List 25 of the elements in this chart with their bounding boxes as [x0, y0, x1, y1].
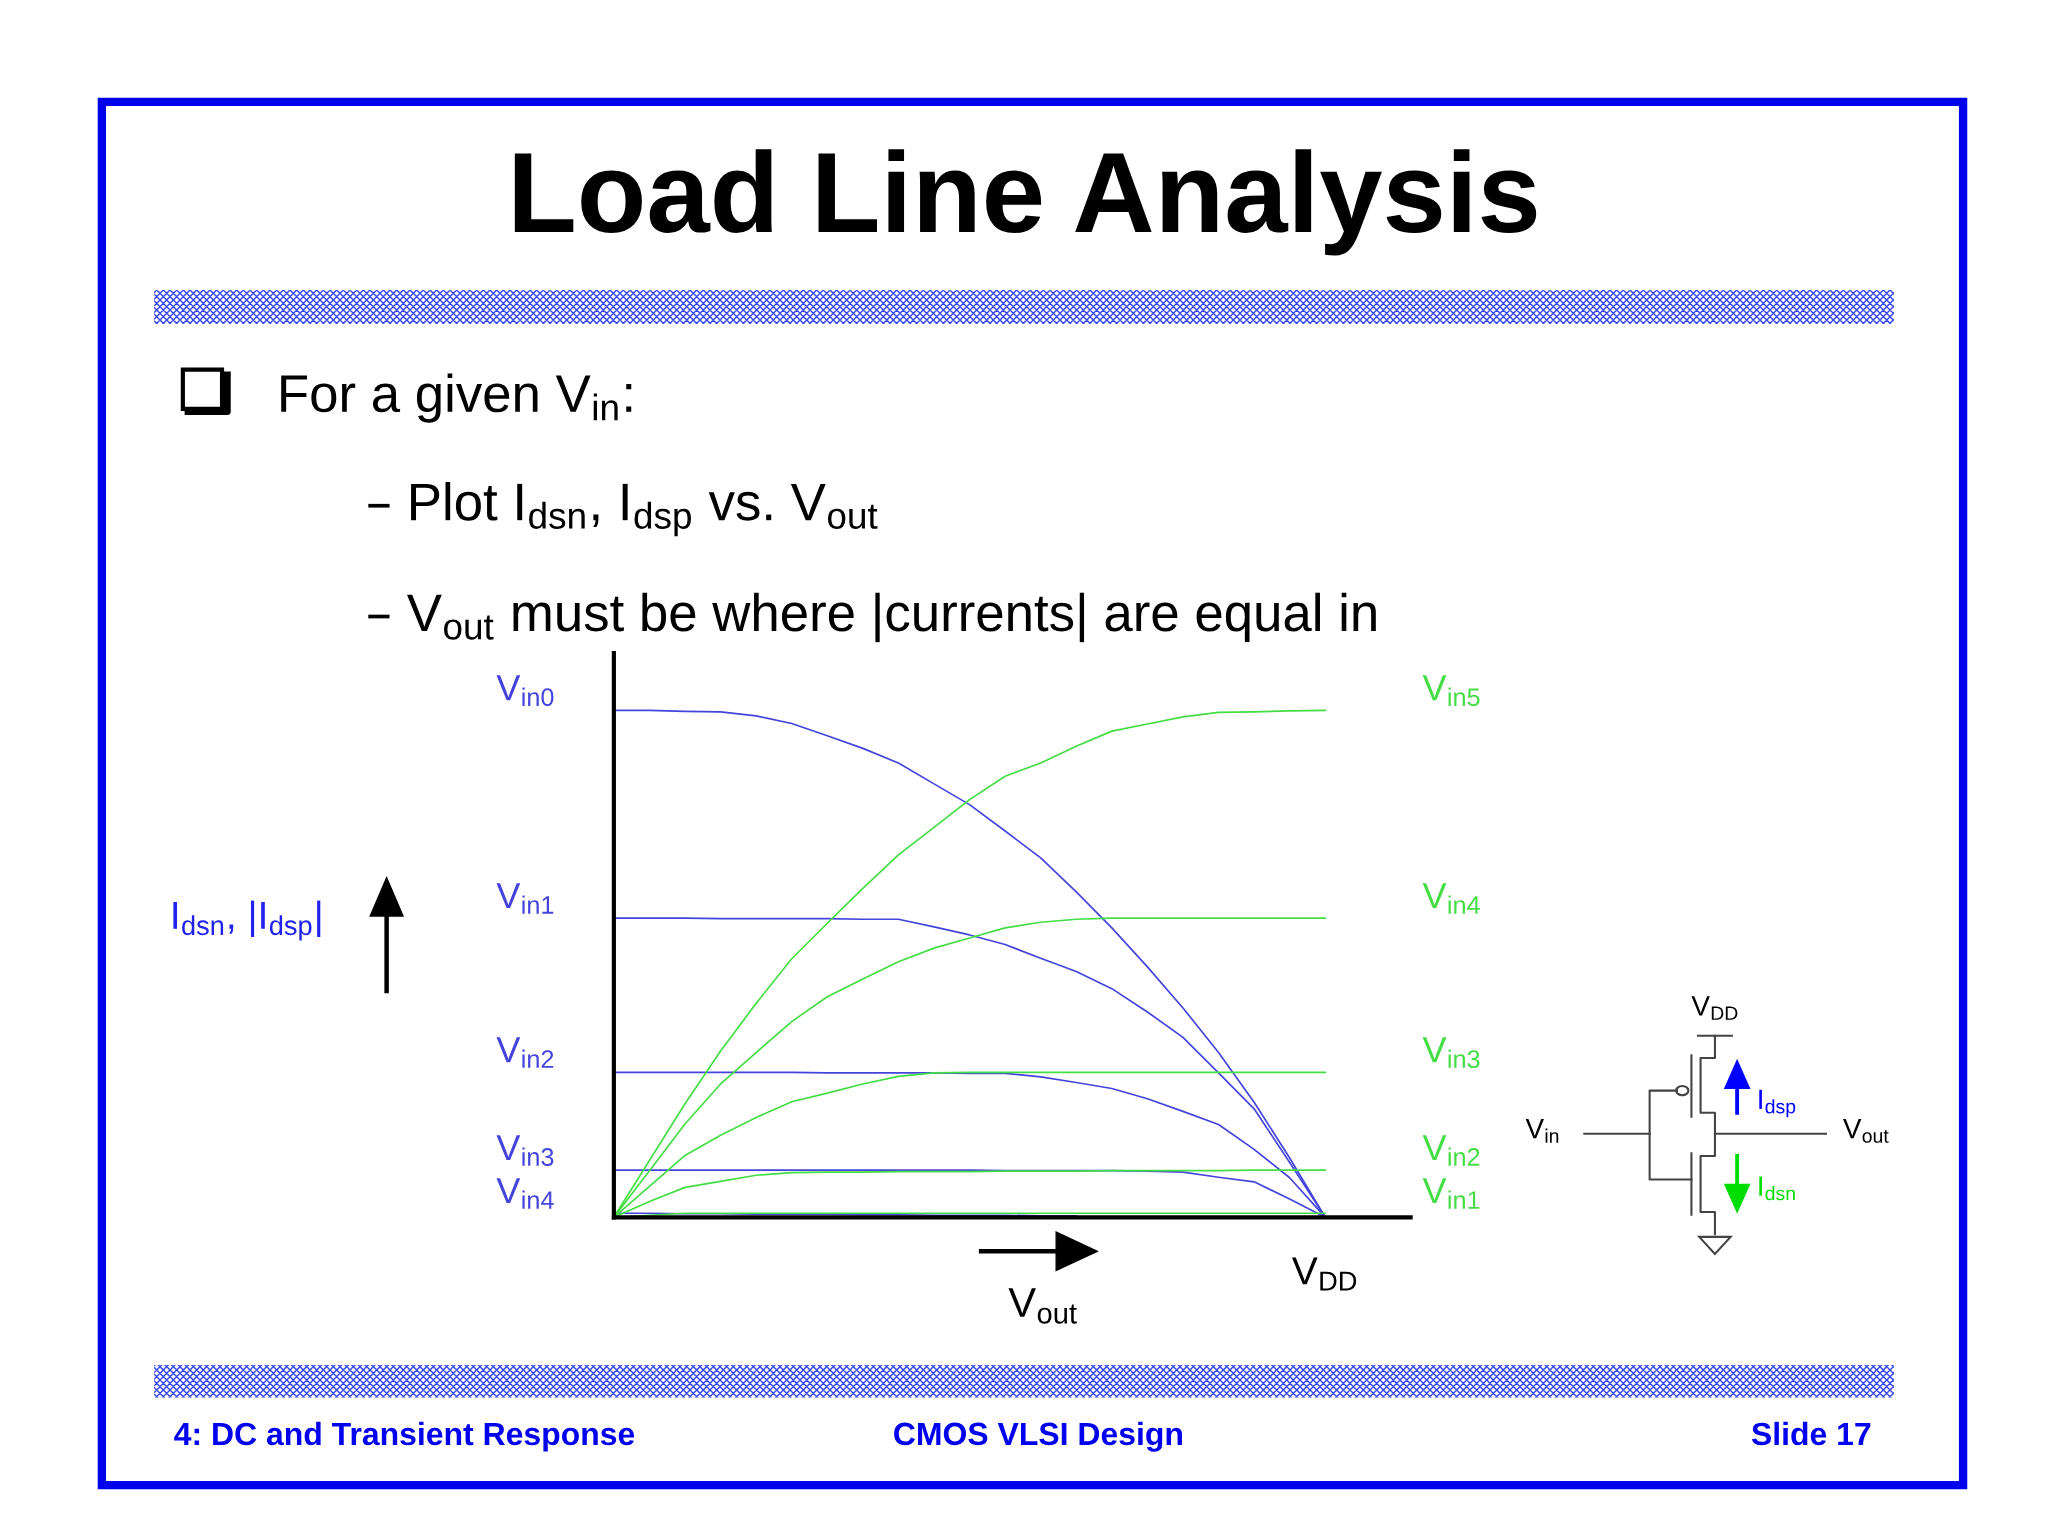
- text: For a given V$_{in}$:: [281, 373, 632, 423]
- text: I$_{dsn}$, |I$_{dsp}$|: [173, 900, 321, 941]
- text: V$_{out}$: [1843, 1119, 1889, 1143]
- text: Slide 17: [1751, 1421, 1871, 1446]
- series-label: V$_{in4}$: [496, 1178, 554, 1209]
- series-label: V$_{in0}$: [496, 675, 554, 707]
- text: V$_{in1}$: [1422, 1178, 1480, 1209]
- text: 4: DC and Transient Response: [174, 1421, 635, 1452]
- text: V$_{in3}$: [1422, 1037, 1480, 1069]
- text: – Plot I$_{dsn}$, I$_{dsp}$ vs. V$_{out}$: [368, 481, 878, 537]
- x-axis-title: V$_{out}$: [1008, 1288, 1077, 1324]
- series-label: V$_{in3}$: [496, 1135, 554, 1166]
- text: I$_{dsp}$: [1759, 1089, 1796, 1118]
- text: V$_{in}$: [1525, 1119, 1559, 1143]
- text: V$_{in5}$: [1422, 675, 1480, 707]
- series-label: V$_{in1}$: [496, 883, 554, 914]
- chart-title: Load Line Analysis: [514, 149, 1537, 256]
- text: CMOS VLSI Design: [894, 1421, 1182, 1452]
- text: – V$_{out}$ must be where |currents| are equal in: [368, 592, 1376, 643]
- text: V$_{in4}$: [1422, 883, 1480, 914]
- text: V$_{DD}$: [1691, 996, 1738, 1020]
- text: I$_{dsn}$: [1759, 1176, 1795, 1201]
- series-label: V$_{in2}$: [496, 1037, 554, 1068]
- text: V$_{DD}$: [1291, 1257, 1357, 1291]
- text: V$_{in2}$: [1422, 1135, 1480, 1166]
